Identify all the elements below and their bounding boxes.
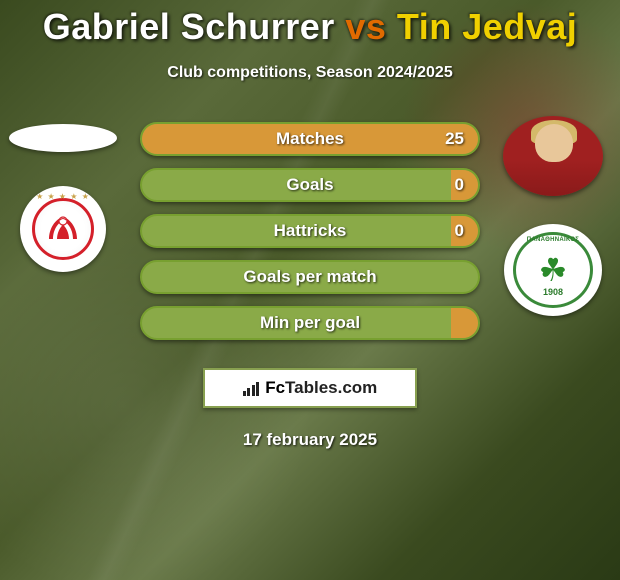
stat-pill-fill: [451, 308, 478, 338]
team-a-badge: ★ ★ ★ ★ ★: [20, 186, 106, 272]
team-b-arc-text: ΠΑΝΑΘΗΝΑΪΚΟΣ: [516, 237, 590, 243]
stat-label: Goals per match: [243, 267, 376, 287]
badge-stars-icon: ★ ★ ★ ★ ★: [20, 192, 106, 201]
subtitle: Club competitions, Season 2024/2025: [0, 64, 620, 82]
team-a-badge-inner: [32, 198, 94, 260]
infographic: Gabriel Schurrer vs Tin Jedvaj Club comp…: [0, 0, 620, 450]
olympiacos-crest-icon: [43, 209, 83, 249]
stat-pill: Matches 25: [140, 122, 480, 156]
player-b-name: Tin Jedvaj: [397, 6, 577, 47]
team-b-year: 1908: [543, 287, 563, 297]
brand-box: FcTables.com: [203, 368, 417, 408]
stat-label: Min per goal: [260, 313, 360, 333]
stat-label: Goals: [286, 175, 333, 195]
stat-pill: Goals 0: [140, 168, 480, 202]
right-column: ΠΑΝΑΘΗΝΑΪΚΟΣ ☘ 1908: [498, 116, 608, 316]
stat-pill: Min per goal: [140, 306, 480, 340]
brand-text-bold: Fc: [265, 378, 285, 397]
stat-value-right: 25: [445, 129, 464, 149]
stat-value-right: 0: [455, 175, 464, 195]
brand-text: FcTables.com: [265, 378, 377, 398]
shamrock-icon: ☘: [539, 254, 568, 286]
stat-pill: Goals per match: [140, 260, 480, 294]
player-b-photo: [503, 116, 603, 196]
stat-value-right: 0: [455, 221, 464, 241]
bar-chart-icon: [243, 380, 260, 396]
stat-label: Hattricks: [274, 221, 347, 241]
player-a-photo-placeholder: [9, 124, 117, 152]
team-b-badge: ΠΑΝΑΘΗΝΑΪΚΟΣ ☘ 1908: [504, 224, 602, 316]
stat-label: Matches: [276, 129, 344, 149]
player-a-name: Gabriel Schurrer: [43, 6, 335, 47]
stat-pill-stack: Matches 25 Goals 0 Hattricks 0 Goals per match…: [140, 122, 480, 352]
date-line: 17 february 2025: [0, 430, 620, 450]
vs-label: vs: [345, 6, 386, 47]
stats-area: ★ ★ ★ ★ ★ ΠΑΝΑΘΗΝΑΪΚΟΣ ☘ 1908: [0, 116, 620, 356]
left-column: ★ ★ ★ ★ ★: [8, 116, 118, 272]
team-b-badge-inner: ΠΑΝΑΘΗΝΑΪΚΟΣ ☘ 1908: [513, 232, 593, 308]
page-title: Gabriel Schurrer vs Tin Jedvaj: [0, 0, 620, 48]
stat-pill: Hattricks 0: [140, 214, 480, 248]
